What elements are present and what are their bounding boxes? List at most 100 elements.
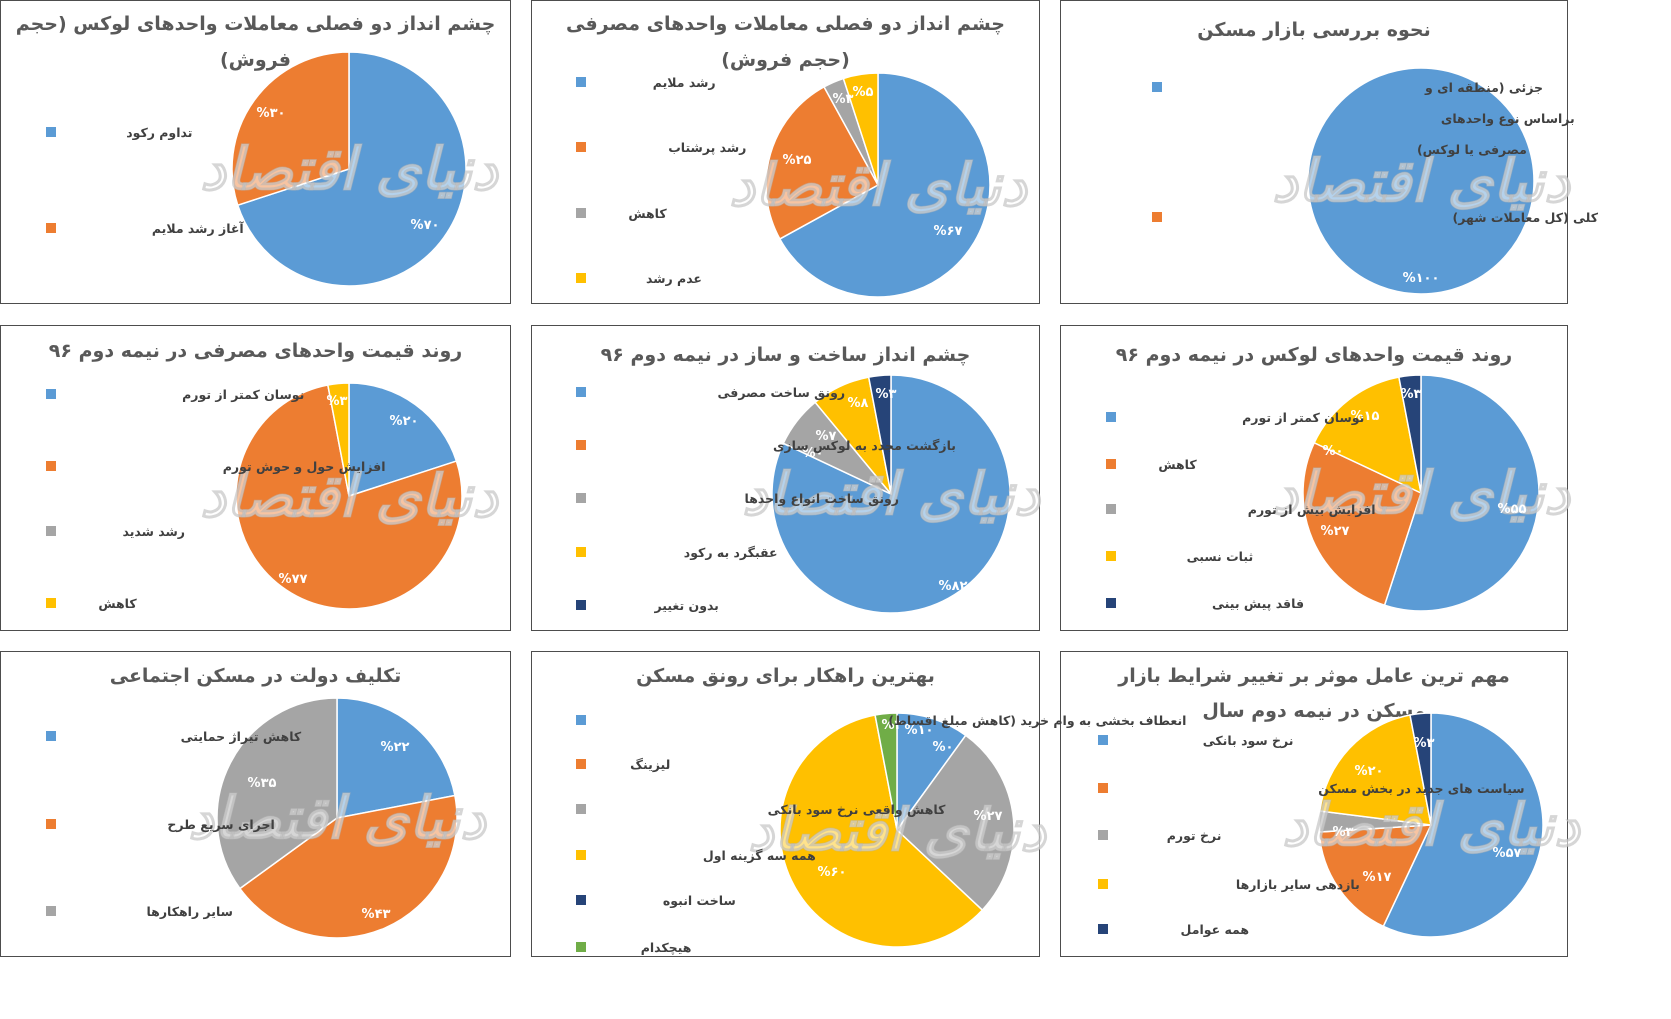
data-label: %۸۲ [939,579,968,594]
data-label: %۳۰ [257,106,286,121]
pie-slice [771,374,1011,614]
chart-title: فروش) [220,49,291,71]
pie-slice [336,697,456,819]
legend-swatch [1098,783,1108,793]
watermark: دنیای اقتصاد [729,151,1028,219]
legend-swatch [576,804,586,814]
legend-label: براساس نوع واحدهای [1441,111,1575,126]
legend-label: کاهش [628,206,667,221]
pie-slice [896,734,1015,912]
chart-consumer-deals-outlook: چشم انداز دو فصلی معاملات واحدهای مصرفی (… [566,13,1029,298]
legend-label: همه عوامل [1181,922,1250,937]
legend-swatch [46,526,56,536]
chart-title: تکلیف دولت در مسکن اجتماعی [110,665,402,687]
legend-label: ثبات نسبی [1187,549,1254,564]
pie-slice [778,72,991,298]
chart-title: بهترین راهکار برای رونق مسکن [636,665,935,687]
data-label: %۳ [876,387,897,402]
chart-title: نحوه بررسی بازار مسکن [1197,19,1431,41]
legend-label: همه سه گزینه اول [703,848,816,863]
data-label: %۲۵ [783,153,812,168]
legend-swatch [1098,830,1108,840]
legend-label: رونق ساخت مصرفی [718,385,846,400]
legend-swatch [576,942,586,952]
legend-label: فاقد پیش بینی [1212,596,1304,611]
legend-label: هیچکدام [641,940,692,956]
pie-slice [867,374,892,495]
chart-best-solution: بهترین راهکار برای رونق مسکن دنیای اقتصاد… [576,665,1186,956]
legend-swatch [1106,504,1116,514]
data-label: %۰ [1323,444,1344,459]
pie-slice [1302,441,1422,607]
legend-swatch [46,906,56,916]
legend-label: کاهش واقعی نرخ سود بانکی [768,802,946,817]
legend-label: نرخ تورم [1167,828,1222,844]
chart-title: روند قیمت واحدهای لوکس در نیمه دوم ۹۶ [1116,344,1512,366]
chart-consumer-price-trend: روند قیمت واحدهای مصرفی در نیمه دوم ۹۶ دن… [46,340,500,611]
legend-swatch [576,895,586,905]
legend-swatch [576,547,586,557]
data-label: %۷ [816,429,837,444]
legend-swatch [1152,212,1162,222]
pie-slice [896,712,967,833]
data-label: %۶۰ [818,865,847,880]
chart-construction-outlook: چشم انداز ساخت و ساز در نیمه دوم ۹۶ دنیای… [576,344,1042,614]
legend-swatch [576,600,586,610]
legend-label: عدم رشد [646,271,702,287]
watermark: دنیای اقتصاد [748,796,1047,864]
data-label: %۳ [1414,736,1435,751]
data-label: %۱۰ [905,723,934,738]
legend-swatch [46,598,56,608]
pie-slice [765,85,880,240]
pie-slice [216,697,338,890]
chart-title: چشم انداز دو فصلی معاملات واحدهای لوکس (… [16,13,496,35]
legend-swatch [1106,598,1116,608]
legend-swatch [46,731,56,741]
pie-slice [1398,374,1422,494]
data-label: %۲۷ [974,809,1003,824]
legend-label: افزایش حول و حوش تورم [223,459,386,475]
legend-label: بازدهی سایر بازارها [1236,877,1360,892]
data-label: %۵۷ [1493,846,1522,861]
data-label: %۰ [1411,47,1432,62]
legend-swatch [576,273,586,283]
legend-swatch [576,440,586,450]
legend-label: بازگشت مجدد به لوکس سازی [773,438,956,453]
data-label: %۱۷ [1363,870,1392,885]
legend-swatch [46,223,56,233]
legend-label: کلی (کل معاملات شهر) [1453,210,1599,225]
legend-swatch [576,208,586,218]
chart-title: روند قیمت واحدهای مصرفی در نیمه دوم ۹۶ [49,340,462,362]
legend-label: کاهش [98,596,137,611]
chart-title: (حجم فروش) [721,49,850,71]
pie-slice [779,714,984,948]
watermark: دنیای اقتصاد [1272,459,1571,527]
watermark: دنیای اقتصاد [742,460,1041,528]
pie-slice [236,51,467,287]
data-label: %۲۲ [381,740,410,755]
legend-label: نوسان کمتر از تورم [182,387,304,403]
data-label: %۳۵ [248,776,277,791]
data-label: %۱۵ [1351,409,1380,424]
chart-title: چشم انداز دو فصلی معاملات واحدهای مصرفی [566,13,1005,35]
pie-slice [231,51,350,207]
chart-survey-method: نحوه بررسی بازار مسکن دنیای اقتصاد %۱۰۰ %۰ ج… [1152,19,1599,295]
legend-swatch [1098,735,1108,745]
pie-slice [235,384,463,610]
legend-swatch [46,389,56,399]
data-label: %۳ [1333,825,1354,840]
chart-government-duty: تکلیف دولت در مسکن اجتماعی دنیای اقتصاد %۲… [46,665,488,939]
data-label: %۲۰ [1355,764,1384,779]
data-label: %۳ [882,718,903,733]
data-label: %۳ [833,92,854,107]
legend-swatch [46,127,56,137]
data-label: %۳ [1401,387,1422,402]
legend-swatch [1106,551,1116,561]
legend-label: نوسان کمتر از تورم [1242,410,1364,426]
legend-label: نرخ سود بانکی [1203,733,1294,748]
chart-luxury-price-trend: روند قیمت واحدهای لوکس در نیمه دوم ۹۶ دنی… [1106,344,1572,612]
legend-label: کاهش [1158,457,1197,472]
chart-title: مسکن در نیمه دوم سال [1202,700,1425,722]
pie-slice [238,794,458,939]
